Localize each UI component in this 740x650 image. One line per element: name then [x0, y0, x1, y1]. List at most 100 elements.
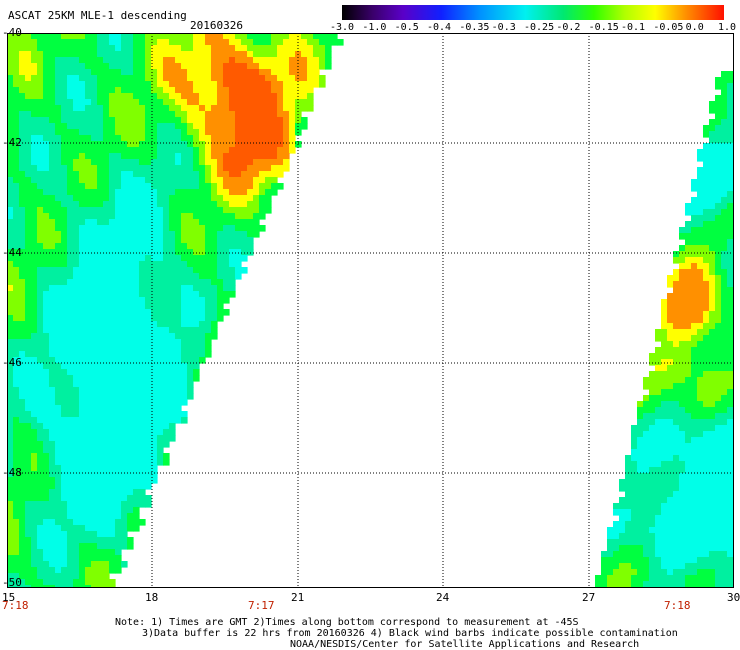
swath-cell [55, 429, 62, 436]
swath-cell [697, 437, 704, 444]
swath-cell [163, 387, 170, 394]
swath-cell [19, 135, 26, 142]
swath-cell [163, 309, 170, 316]
swath-cell [127, 453, 134, 460]
swath-cell [127, 33, 134, 40]
swath-cell [79, 477, 86, 484]
swath-cell [223, 231, 230, 238]
swath-cell [229, 255, 236, 262]
swath-cell [103, 477, 110, 484]
swath-cell [697, 473, 704, 480]
swath-cell [151, 225, 158, 232]
swath-cell [721, 71, 728, 78]
swath-cell [79, 159, 86, 166]
swath-cell [31, 519, 38, 526]
swath-cell [19, 207, 26, 214]
swath-cell [157, 159, 164, 166]
swath-cell [277, 123, 284, 130]
swath-cell [691, 377, 698, 384]
swath-cell [277, 147, 284, 154]
swath-cell [169, 285, 176, 292]
swath-cell [199, 81, 206, 88]
swath-cell [721, 509, 728, 516]
swath-cell [139, 57, 146, 64]
swath-cell [37, 261, 44, 268]
swath-cell [325, 39, 332, 46]
swath-cell [67, 411, 74, 418]
swath-cell [703, 569, 710, 576]
swath-cell [115, 447, 122, 454]
swath-cell [169, 351, 176, 358]
colorbar-tick-label: -1.0 [362, 22, 387, 33]
swath-cell [61, 537, 68, 544]
swath-cell [679, 263, 686, 270]
swath-cell [661, 449, 668, 456]
swath-cell [31, 501, 38, 508]
swath-cell [211, 291, 218, 298]
swath-cell [301, 93, 308, 100]
swath-cell [25, 327, 32, 334]
swath-cell [13, 63, 20, 70]
swath-cell [139, 105, 146, 112]
swath-cell [37, 495, 44, 502]
swath-cell [139, 123, 146, 130]
swath-cell [127, 519, 134, 526]
swath-cell [79, 213, 86, 220]
swath-cell [49, 93, 56, 100]
swath-cell [115, 81, 122, 88]
swath-cell [127, 219, 134, 226]
swath-cell [277, 165, 284, 172]
swath-cell [139, 279, 146, 286]
swath-cell [307, 69, 314, 76]
swath-cell [721, 221, 728, 228]
swath-cell [85, 339, 92, 346]
swath-cell [631, 431, 638, 438]
swath-cell [721, 335, 728, 342]
swath-cell [685, 407, 692, 414]
colorbar-tick-label: -0.1 [621, 22, 646, 33]
swath-cell [97, 477, 104, 484]
swath-cell [127, 495, 134, 502]
swath-cell [223, 207, 230, 214]
swath-cell [235, 255, 242, 262]
swath-cell [91, 285, 98, 292]
swath-cell [721, 227, 728, 234]
swath-cell [91, 519, 98, 526]
swath-cell [157, 195, 164, 202]
swath-cell [679, 455, 686, 462]
swath-cell [637, 407, 644, 414]
swath-cell [145, 261, 152, 268]
time-label-middle: 7:17 [248, 599, 275, 612]
swath-cell [97, 69, 104, 76]
swath-cell [685, 275, 692, 282]
swath-cell [7, 357, 14, 364]
swath-cell [85, 351, 92, 358]
swath-cell [67, 57, 74, 64]
swath-cell [19, 291, 26, 298]
swath-cell [103, 267, 110, 274]
swath-cell [103, 345, 110, 352]
swath-cell [133, 495, 140, 502]
swath-cell [667, 515, 674, 522]
swath-cell [187, 45, 194, 52]
swath-cell [121, 231, 128, 238]
swath-cell [637, 551, 644, 558]
swath-cell [109, 411, 116, 418]
swath-cell [223, 285, 230, 292]
swath-cell [163, 177, 170, 184]
swath-cell [181, 285, 188, 292]
swath-cell [181, 231, 188, 238]
swath-cell [139, 477, 146, 484]
swath-cell [157, 153, 164, 160]
swath-cell [193, 111, 200, 118]
swath-cell [703, 347, 710, 354]
swath-cell [283, 153, 290, 160]
swath-cell [637, 401, 644, 408]
swath-cell [685, 413, 692, 420]
swath-cell [727, 173, 734, 180]
swath-cell [709, 149, 716, 156]
swath-cell [13, 111, 20, 118]
swath-cell [49, 405, 56, 412]
swath-cell [151, 105, 158, 112]
swath-cell [139, 195, 146, 202]
